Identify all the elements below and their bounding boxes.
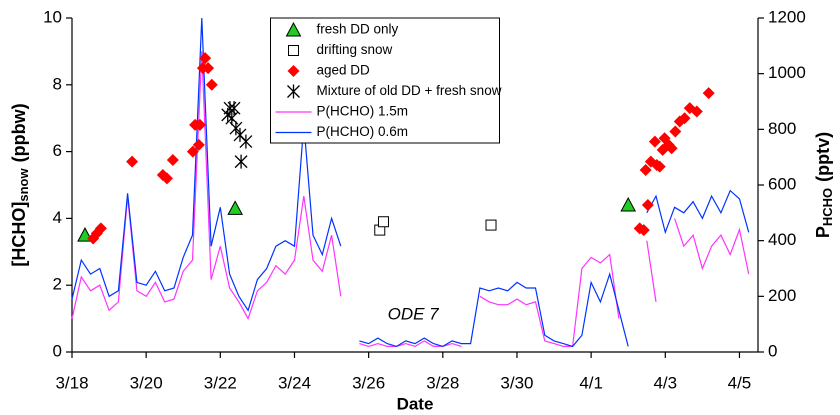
diamond-marker [193,118,206,131]
diamond-marker [94,222,107,235]
x-axis-label: Date [397,394,434,413]
legend-label: Mixture of old DD + fresh snow [317,83,502,98]
x-tick-label: 4/1 [579,373,603,392]
x-tick-label: 3/18 [55,373,88,392]
y-tick-label: 10 [43,7,62,26]
y2-axis-label: PHCHO (pptv) [813,132,836,238]
legend-box [270,17,500,144]
y-label-main: [HCHO] [9,202,29,267]
diamond-marker [678,112,691,125]
x-tick-label: 3/28 [426,373,459,392]
star-marker [287,84,300,99]
x-tick-label: 3/20 [130,373,163,392]
legend-label: P(HCHO) 1.5m [317,104,409,119]
diamond-marker [126,155,139,168]
diamond-marker [639,163,652,176]
diamond-marker [690,105,703,118]
legend-label: drifting snow [317,42,393,57]
legend-label: fresh DD only [317,22,399,37]
x-tick-label: 4/3 [653,373,677,392]
x-tick-label: 3/22 [204,373,237,392]
diamond-marker [205,78,218,91]
y2-tick-label: 800 [768,119,796,138]
diamond-marker [192,138,205,151]
triangle-marker [227,200,243,215]
y2-tick-label: 400 [768,230,796,249]
y-tick-label: 8 [53,74,62,93]
diamond-marker [199,52,212,65]
diamond-marker [166,153,179,166]
diamond-marker [641,199,654,212]
y2-tick-label: 200 [768,286,796,305]
y2-label-main: P [813,226,833,238]
y2-tick-label: 1200 [768,7,806,26]
diamond-marker [287,65,300,77]
y2-label-unit: (pptv) [813,132,833,182]
diamond-marker [702,87,715,100]
square-marker [377,216,389,228]
y-tick-label: 0 [53,341,62,360]
x-tick-label: 3/30 [500,373,533,392]
x-tick-label: 4/5 [728,373,752,392]
series-line [71,17,750,348]
star-marker [239,134,253,149]
legend-label: P(HCHO) 0.6m [317,124,409,139]
y2-label-sub: HCHO [820,188,835,226]
y-tick-label: 2 [53,275,62,294]
y2-tick-label: 1000 [768,63,806,82]
x-tick-label: 3/24 [278,373,311,392]
y-axis-label: [HCHO]snow (ppbw) [9,103,32,266]
diamond-marker [637,224,650,237]
triangle-marker [285,21,302,37]
x-tick-label: 3/26 [352,373,385,392]
diamond-marker [186,145,199,158]
star-marker [234,154,248,169]
diamond-marker [648,135,661,148]
triangle-marker [620,196,637,212]
diamond-marker [669,125,682,138]
series-line [71,51,750,348]
star-marker [227,101,241,116]
diamond-marker [202,62,215,75]
legend-label: aged DD [317,63,371,78]
y-tick-label: 4 [53,208,62,227]
square-marker [288,45,299,56]
y-label-unit: (ppbw) [9,103,29,162]
y2-tick-label: 600 [768,174,796,193]
legend: fresh DD only drifting snow aged DD Mixture… [270,17,502,144]
diamond-marker [665,142,678,155]
y-label-sub: snow [16,167,31,201]
diamond-marker [653,160,666,173]
diamond-marker [160,172,173,185]
annotation: ODE 7 [388,305,440,324]
y2-tick-label: 0 [768,341,777,360]
y-tick-label: 6 [53,141,62,160]
square-marker [485,219,497,231]
